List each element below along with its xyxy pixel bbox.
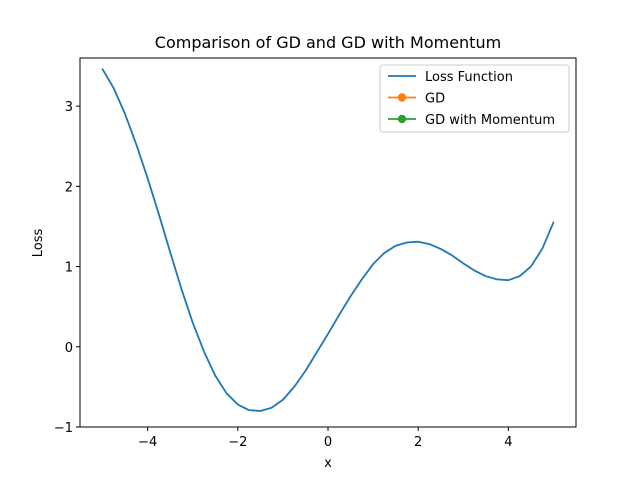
y-tick-label: 1 — [65, 261, 73, 276]
x-tick-label: −2 — [228, 435, 247, 450]
chart-title: Comparison of GD and GD with Momentum — [155, 33, 501, 52]
y-axis: −1 0 1 2 3 — [54, 100, 80, 436]
x-tick-label: 4 — [504, 435, 512, 450]
legend-box — [379, 64, 570, 133]
series-line-0 — [101, 68, 555, 412]
legend: Loss Function GD GD with Momentum — [379, 64, 570, 133]
x-tick-label: −4 — [138, 435, 157, 450]
y-tick-label: 0 — [65, 341, 73, 356]
legend-label-2: GD with Momentum — [425, 113, 555, 128]
legend-marker-1 — [397, 93, 407, 102]
y-axis-label: Loss — [31, 229, 46, 258]
x-axis-label: x — [324, 456, 332, 471]
series-layer — [101, 68, 555, 412]
x-tick-label: 2 — [414, 435, 422, 450]
x-axis: −4 −2 0 2 4 — [138, 427, 513, 450]
y-tick-label: 3 — [65, 100, 73, 115]
x-tick-label: 0 — [324, 435, 332, 450]
legend-marker-2 — [397, 114, 407, 124]
legend-label-0: Loss Function — [425, 70, 513, 85]
legend-label-1: GD — [425, 92, 445, 107]
y-tick-label: 2 — [65, 180, 73, 195]
y-tick-label: −1 — [54, 421, 73, 436]
